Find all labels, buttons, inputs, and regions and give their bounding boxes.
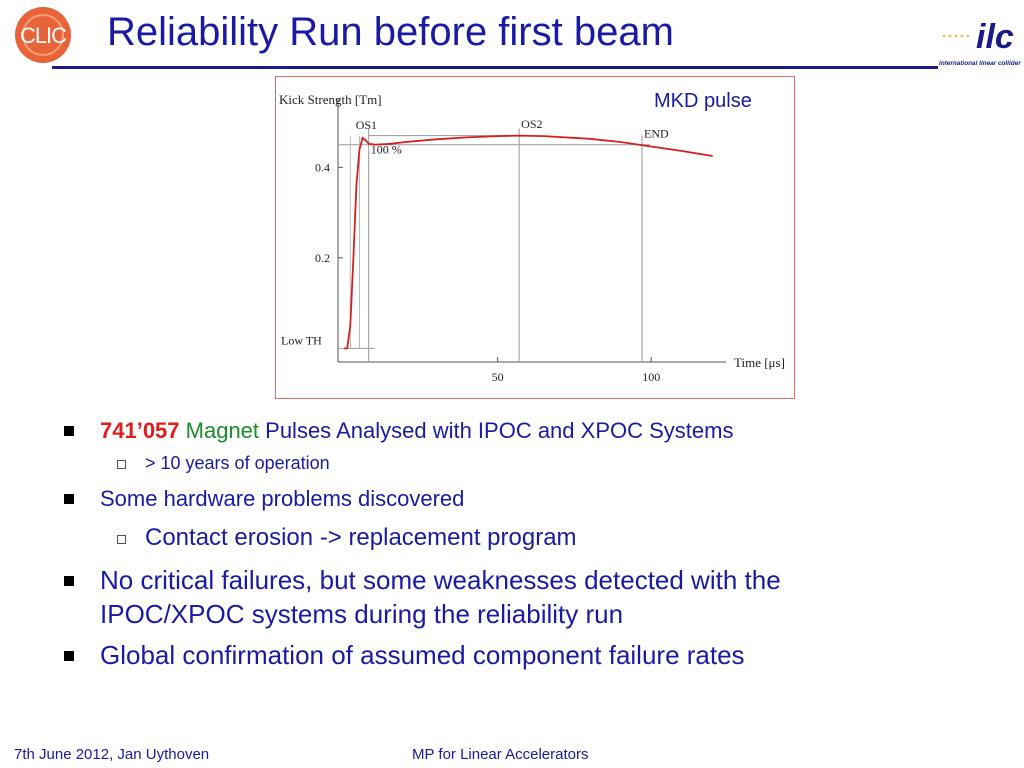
- x-axis-label: Time [μs]: [734, 355, 785, 370]
- pulse-count: 741’057: [100, 418, 180, 443]
- hundred-pct-label: 100 %: [371, 143, 402, 157]
- bullet-marker: [64, 576, 74, 586]
- x-tick-label: 100: [642, 370, 660, 384]
- mkd-pulse-curve: [344, 134, 713, 350]
- sub-bullet-2: Contact erosion -> replacement program: [145, 524, 577, 551]
- bullet-3-line-2: IPOC/XPOC systems during the reliability…: [100, 599, 624, 629]
- footer-center: MP for Linear Accelerators: [412, 746, 589, 763]
- x-tick-label: 50: [492, 370, 504, 384]
- bullet-marker: [64, 426, 74, 436]
- bullet-2: Some hardware problems discovered: [100, 486, 465, 511]
- bullet-1-rest: Pulses Analysed with IPOC and XPOC Syste…: [259, 418, 734, 443]
- end-label: END: [644, 126, 669, 140]
- mkd-pulse-chart: 0.2 0.4 50 100 OS1 OS2 END 100 % Low TH Kick Str…: [275, 76, 795, 399]
- y-tick-label: 0.4: [315, 160, 330, 174]
- clic-logo: CLIC: [15, 7, 71, 63]
- os1-label: OS1: [356, 118, 377, 132]
- title-divider: [52, 66, 938, 69]
- bullet-3-line-1: No critical failures, but some weaknesse…: [100, 565, 781, 595]
- ilc-logo-subtext: international linear collider: [939, 60, 1021, 67]
- ilc-logo-text: ilc: [976, 18, 1014, 56]
- bullet-marker: [64, 651, 74, 661]
- ilc-logo: ilc international linear collider: [939, 18, 1021, 67]
- low-th-label: Low TH: [281, 333, 322, 347]
- chart-title: MKD pulse: [654, 90, 752, 112]
- os2-label: OS2: [521, 117, 542, 131]
- slide-title: Reliability Run before first beam: [107, 10, 674, 54]
- bullet-3: No critical failures, but some weaknesse…: [100, 563, 781, 631]
- sub-bullet-1: > 10 years of operation: [145, 453, 330, 473]
- sub-bullet-marker: [117, 460, 126, 469]
- magnet-word: Magnet: [179, 418, 260, 443]
- sub-bullet-marker: [117, 535, 126, 544]
- y-tick-label: 0.2: [315, 251, 330, 265]
- chart-svg: 0.2 0.4 50 100 OS1 OS2 END 100 % Low TH Kick Str…: [279, 92, 785, 384]
- footer-left: 7th June 2012, Jan Uythoven: [14, 746, 210, 763]
- bullet-4: Global confirmation of assumed component…: [100, 640, 745, 670]
- bullet-1: 741’057 Magnet Pulses Analysed with IPOC…: [100, 418, 733, 444]
- clic-logo-text: CLIC: [20, 23, 67, 48]
- y-axis-label: Kick Strength [Tm]: [279, 92, 382, 107]
- bullet-marker: [64, 494, 74, 504]
